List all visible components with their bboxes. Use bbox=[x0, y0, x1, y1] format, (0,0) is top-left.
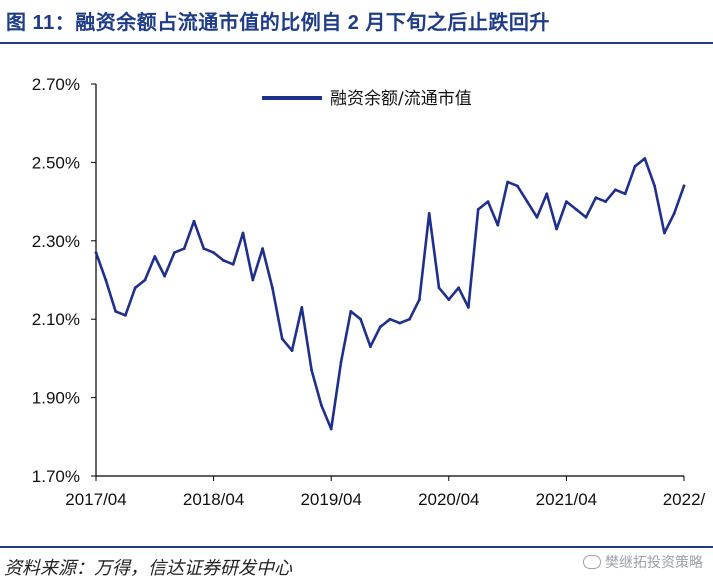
data-point bbox=[506, 180, 509, 184]
data-point bbox=[496, 223, 500, 227]
x-tick-label: 2018/04 bbox=[183, 490, 244, 509]
y-tick-label: 2.50% bbox=[32, 153, 80, 172]
y-tick-label: 2.70% bbox=[32, 75, 80, 94]
data-point bbox=[398, 321, 402, 325]
data-point bbox=[516, 184, 519, 188]
data-point bbox=[614, 188, 617, 192]
chart-axes bbox=[95, 84, 684, 477]
data-point bbox=[310, 368, 313, 372]
x-tick-label: 2020/04 bbox=[418, 490, 479, 509]
chart-plot-area bbox=[94, 157, 686, 431]
data-point bbox=[124, 313, 127, 317]
y-tick-label: 1.90% bbox=[32, 389, 80, 408]
data-point bbox=[594, 196, 598, 200]
x-tick-label: 2019/04 bbox=[300, 490, 361, 509]
y-tick-label: 2.10% bbox=[32, 310, 80, 329]
y-tick-label: 2.30% bbox=[32, 232, 80, 251]
data-point bbox=[202, 247, 206, 251]
data-point bbox=[104, 278, 108, 282]
data-point bbox=[359, 317, 362, 321]
data-point bbox=[535, 215, 539, 219]
data-point bbox=[222, 259, 225, 262]
line-chart: 1.70% 1.90% 2.10% 2.30% 2.50% 2.70% 2017/04 201… bbox=[32, 75, 706, 509]
data-point bbox=[643, 157, 647, 160]
data-point bbox=[231, 262, 235, 266]
data-point bbox=[143, 278, 147, 282]
data-point bbox=[653, 184, 656, 188]
data-point bbox=[290, 349, 294, 352]
data-point bbox=[388, 317, 392, 321]
data-point bbox=[584, 215, 588, 219]
data-point bbox=[408, 317, 411, 321]
wechat-icon bbox=[583, 555, 601, 569]
data-point bbox=[153, 255, 157, 258]
data-point bbox=[378, 325, 382, 329]
data-point bbox=[192, 219, 196, 223]
data-point bbox=[574, 208, 578, 211]
x-tick-label: 2022/ bbox=[663, 490, 706, 509]
data-point bbox=[663, 231, 666, 235]
data-point bbox=[173, 251, 176, 255]
data-point bbox=[467, 306, 470, 309]
data-point bbox=[329, 427, 333, 431]
data-point bbox=[212, 251, 216, 255]
data-point bbox=[476, 208, 480, 211]
data-point bbox=[682, 184, 686, 188]
data-point bbox=[369, 345, 372, 348]
watermark: 樊继拓投资策略 bbox=[583, 552, 703, 572]
y-tick-label: 1.70% bbox=[32, 467, 80, 486]
data-point bbox=[418, 298, 421, 301]
data-point bbox=[565, 200, 568, 204]
data-point bbox=[271, 286, 274, 290]
x-tick-label: 2017/04 bbox=[65, 490, 126, 509]
data-point bbox=[672, 212, 676, 215]
figure-title-bar: 图 11：融资余额占流通市值的比例自 2 月下旬之后止跌回升 bbox=[0, 0, 713, 44]
data-point bbox=[623, 192, 627, 196]
watermark-text: 樊继拓投资策略 bbox=[605, 554, 703, 570]
data-point bbox=[94, 251, 98, 255]
data-point bbox=[633, 164, 637, 168]
data-point bbox=[261, 247, 264, 251]
data-point bbox=[427, 212, 431, 215]
data-point bbox=[525, 200, 529, 204]
data-point bbox=[133, 286, 137, 290]
data-point bbox=[604, 200, 607, 204]
data-point bbox=[251, 278, 255, 282]
data-point bbox=[300, 306, 304, 309]
data-point bbox=[320, 404, 323, 407]
data-point bbox=[163, 274, 167, 278]
legend-label: 融资余额/流通市值 bbox=[330, 89, 472, 109]
data-point bbox=[555, 227, 558, 231]
chart-legend: 融资余额/流通市值 bbox=[262, 89, 472, 109]
source-bar: 资料来源：万得，信达证券研发中心 樊继拓投资策略 bbox=[0, 546, 713, 582]
data-point bbox=[241, 231, 245, 235]
data-point bbox=[114, 310, 117, 313]
data-point bbox=[447, 298, 451, 301]
data-point bbox=[339, 360, 343, 364]
chart-ticks: 1.70% 1.90% 2.10% 2.30% 2.50% 2.70% 2017/04 201… bbox=[32, 75, 706, 509]
data-point bbox=[280, 337, 284, 341]
source-note: 资料来源：万得，信达证券研发中心 bbox=[4, 558, 292, 578]
data-point bbox=[457, 286, 460, 290]
x-tick-label: 2021/04 bbox=[536, 490, 597, 509]
figure-title: 图 11：融资余额占流通市值的比例自 2 月下旬之后止跌回升 bbox=[6, 12, 550, 34]
data-point bbox=[545, 192, 549, 196]
data-point bbox=[486, 200, 490, 204]
data-point bbox=[182, 247, 186, 251]
data-point bbox=[437, 286, 441, 290]
data-point bbox=[349, 310, 353, 313]
